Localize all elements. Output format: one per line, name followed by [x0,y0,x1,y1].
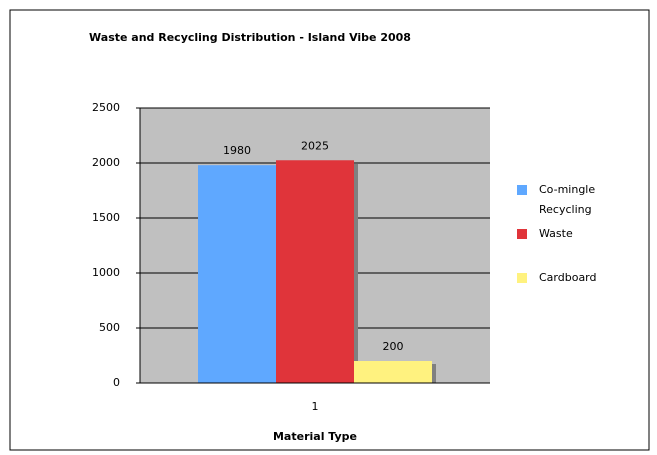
y-tick-label: 0 [113,376,120,389]
legend-label: Co-mingle Recycling [539,183,596,216]
legend-label: Waste [539,227,573,240]
chart-title: Waste and Recycling Distribution - Islan… [89,31,411,44]
legend-entry: Cardboard [517,268,637,312]
y-tick-label: 1500 [92,211,120,224]
y-tick-label: 500 [99,321,120,334]
y-tick-label: 1000 [92,266,120,279]
x-tick-label: 1 [312,400,319,413]
y-tick-label: 2500 [92,101,120,114]
data-label: 1980 [223,144,251,157]
legend-label: Cardboard [539,271,597,284]
legend: Co-mingle Recycling Waste Cardboard [517,180,637,312]
legend-entry: Co-mingle Recycling [517,180,637,224]
legend-swatch [517,185,527,195]
chart-frame [9,9,650,451]
y-tick-label: 2000 [92,156,120,169]
legend-swatch [517,273,527,283]
x-axis-title: Material Type [273,430,357,443]
bar [276,160,354,383]
data-label: 2025 [301,139,329,152]
data-label: 200 [383,340,404,353]
bar [354,361,432,383]
bar [198,165,276,383]
legend-swatch [517,229,527,239]
legend-entry: Waste [517,224,637,268]
